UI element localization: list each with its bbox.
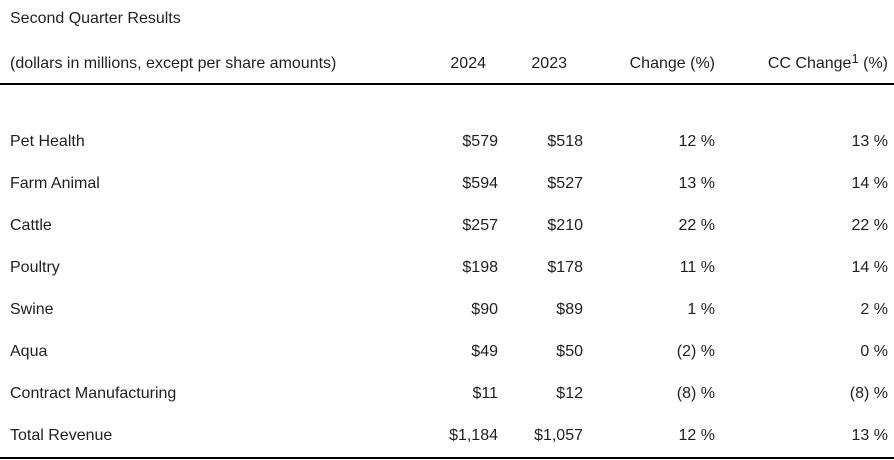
table-row: Total Revenue $1,184 $1,057 12 % 13 %	[0, 415, 894, 458]
value-2024: $11	[472, 385, 498, 402]
table-header: (dollars in millions, except per share a…	[0, 29, 894, 85]
value-change: (8) %	[676, 385, 715, 402]
value-cc-change: 13 %	[851, 427, 888, 444]
value-2024: $257	[462, 217, 498, 234]
value-change: (2) %	[676, 343, 715, 360]
table-row: Farm Animal $594 $527 13 % 14 %	[0, 163, 894, 205]
value-2023: $89	[556, 301, 583, 318]
value-cc-change: 2 %	[860, 301, 888, 318]
value-2023: $518	[547, 133, 583, 150]
table-row: Pet Health $579 $518 12 % 13 %	[0, 121, 894, 163]
value-2023: $50	[556, 343, 583, 360]
row-label: Pet Health	[10, 133, 85, 150]
value-change: 12 %	[678, 427, 715, 444]
value-2024: $90	[471, 301, 498, 318]
page-title: Second Quarter Results	[10, 10, 181, 27]
table-row: Contract Manufacturing $11 $12 (8) % (8)…	[0, 373, 894, 415]
table-row: Swine $90 $89 1 % 2 %	[0, 289, 894, 331]
header-col-change: Change (%)	[583, 29, 717, 85]
row-label: Cattle	[10, 217, 52, 234]
row-label: Poultry	[10, 259, 60, 276]
value-2024: $579	[462, 133, 498, 150]
header-col-2023: 2023	[498, 29, 583, 85]
value-cc-change: 13 %	[851, 133, 888, 150]
table-body: Pet Health $579 $518 12 % 13 % Farm Anim…	[0, 84, 894, 458]
value-cc-change: 14 %	[851, 259, 888, 276]
table-row: Aqua $49 $50 (2) % 0 %	[0, 331, 894, 373]
spacer-row	[0, 84, 894, 121]
row-label: Farm Animal	[10, 175, 100, 192]
value-cc-change: 0 %	[860, 343, 888, 360]
table-row: Poultry $198 $178 11 % 14 %	[0, 247, 894, 289]
value-cc-change: (8) %	[849, 385, 888, 402]
value-2024: $198	[462, 259, 498, 276]
value-2023: $527	[547, 175, 583, 192]
header-col-2024: 2024	[440, 29, 498, 85]
header-row: (dollars in millions, except per share a…	[0, 29, 894, 85]
value-2024: $594	[462, 175, 498, 192]
value-cc-change: 22 %	[851, 217, 888, 234]
row-label: Total Revenue	[10, 427, 113, 444]
value-2024: $1,184	[449, 427, 498, 444]
value-cc-change: 14 %	[851, 175, 888, 192]
header-col-cc-change: CC Change1 (%)	[717, 29, 894, 85]
table-row: Cattle $257 $210 22 % 22 %	[0, 205, 894, 247]
value-2023: $12	[556, 385, 583, 402]
header-units-label: (dollars in millions, except per share a…	[0, 29, 440, 85]
value-2023: $210	[547, 217, 583, 234]
value-2023: $1,057	[534, 427, 583, 444]
row-label: Swine	[10, 301, 54, 318]
value-change: 1 %	[687, 301, 715, 318]
cc-change-label: CC Change	[767, 55, 852, 72]
row-label: Aqua	[10, 343, 48, 360]
value-change: 12 %	[678, 133, 715, 150]
value-2023: $178	[547, 259, 583, 276]
footnote-marker: 1	[851, 51, 859, 66]
row-label: Contract Manufacturing	[10, 385, 177, 402]
value-change: 22 %	[678, 217, 715, 234]
quarterly-results-table: (dollars in millions, except per share a…	[0, 29, 894, 459]
value-2024: $49	[471, 343, 498, 360]
cc-change-unit: (%)	[858, 55, 888, 72]
value-change: 11 %	[679, 259, 715, 276]
value-change: 13 %	[678, 175, 715, 192]
